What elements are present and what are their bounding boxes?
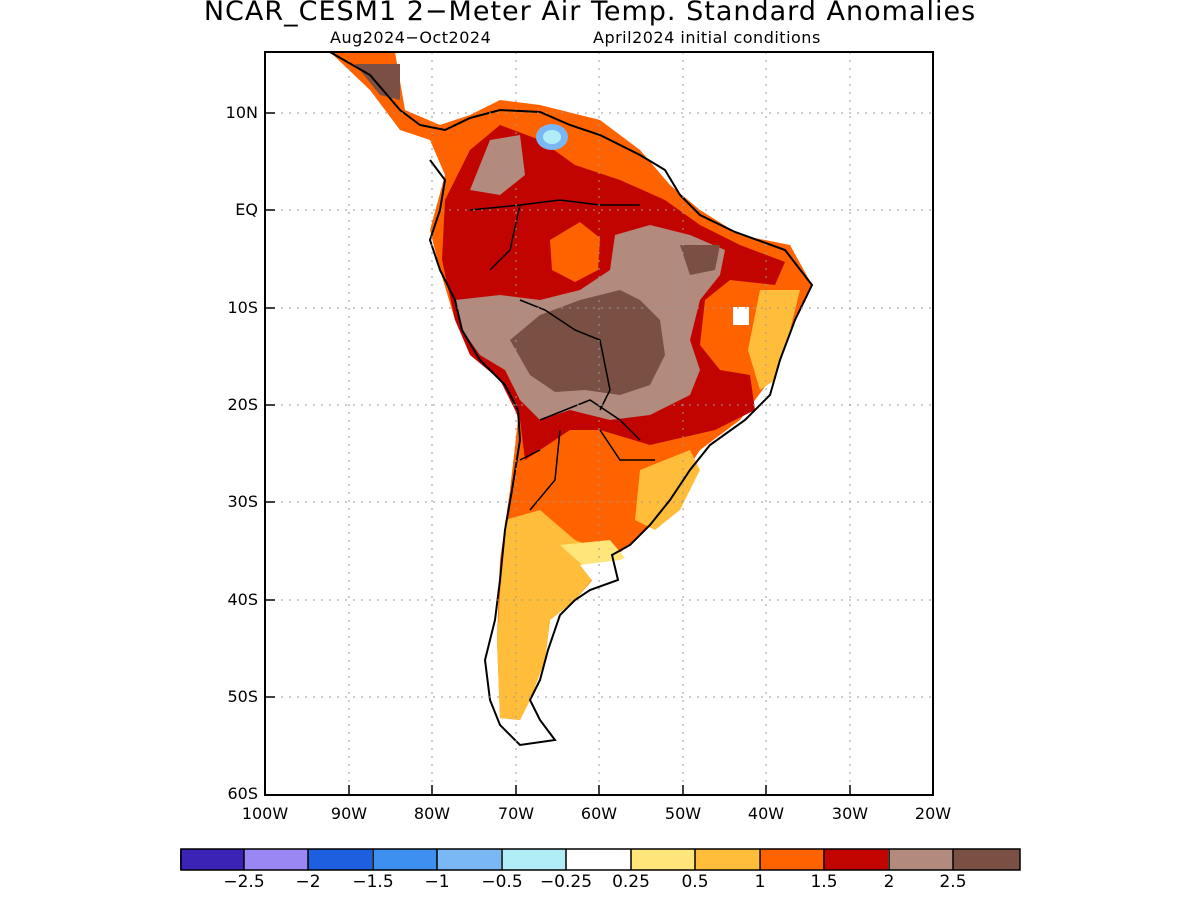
lat-tick-label: 10N <box>225 103 258 122</box>
region-anomaly-neg-inner <box>543 130 561 144</box>
colorbar-bin <box>824 849 888 870</box>
coastline <box>329 51 814 747</box>
country-borders <box>469 199 655 511</box>
region-amazon-orange <box>550 222 600 282</box>
lon-tick-label: 70W <box>497 804 535 823</box>
colorbar-bin <box>889 849 953 870</box>
region-anomaly-gt-2.5 <box>510 290 665 395</box>
colorbar-label: 2.5 <box>939 872 967 892</box>
lat-tick-label: 60S <box>227 784 258 803</box>
colorbar-label: 0.5 <box>681 872 709 892</box>
colorbar-label: −2 <box>295 872 321 892</box>
lon-tick-label: 30W <box>831 804 869 823</box>
colorbar-label: 1.5 <box>810 872 838 892</box>
colorbar-dividers <box>180 848 1021 871</box>
colorbar-bin <box>437 849 501 870</box>
region-brown-east <box>680 245 720 275</box>
colorbar-bin <box>180 849 244 870</box>
lat-tick-label: 40S <box>227 590 258 609</box>
forecast-period: Aug2024−Oct2024 <box>330 28 492 47</box>
region-se-coast <box>635 450 700 530</box>
colorbar-label: −2.5 <box>223 872 265 892</box>
colorbar-label: −1 <box>424 872 450 892</box>
region-north-brown <box>470 135 525 195</box>
colorbar-bin <box>566 849 630 870</box>
colorbar-bin <box>631 849 695 870</box>
region-ne-coast <box>748 290 800 390</box>
lon-tick-label: 80W <box>413 804 451 823</box>
anomaly-field <box>330 52 812 720</box>
colorbar-label: 0.25 <box>612 872 650 892</box>
colorbar-bin <box>308 849 372 870</box>
tick-marks <box>265 112 851 795</box>
lon-tick-label: 20W <box>914 804 952 823</box>
map-title: NCAR_CESM1 2−Meter Air Temp. Standard An… <box>203 0 977 27</box>
colorbar-label: −1.5 <box>352 872 394 892</box>
lon-tick-label: 40W <box>747 804 785 823</box>
colorbar-bin <box>373 849 437 870</box>
colorbar-label: −0.25 <box>539 872 593 892</box>
lon-tick-label: 50W <box>664 804 702 823</box>
lat-tick-label: 50S <box>227 687 258 706</box>
colorbar-bin <box>244 849 308 870</box>
lat-tick-label: 20S <box>227 395 258 414</box>
colorbar-label: 2 <box>883 872 895 892</box>
colorbar-bin <box>760 849 824 870</box>
lon-tick-label: 100W <box>241 804 289 823</box>
lon-tick-label: 60W <box>580 804 618 823</box>
colorbar-bin <box>695 849 759 870</box>
colorbar-label: −0.5 <box>481 872 523 892</box>
colorbar <box>180 848 1021 871</box>
lat-tick-label: 30S <box>227 492 258 511</box>
initial-conditions: April2024 initial conditions <box>593 28 821 47</box>
colorbar-bin <box>502 849 566 870</box>
lat-tick-label: 10S <box>227 298 258 317</box>
lon-tick-label: 90W <box>330 804 368 823</box>
colorbar-label: 1 <box>754 872 766 892</box>
region-missing-ne <box>733 307 749 325</box>
colorbar-bin <box>953 849 1020 870</box>
lat-tick-label: EQ <box>235 200 258 219</box>
